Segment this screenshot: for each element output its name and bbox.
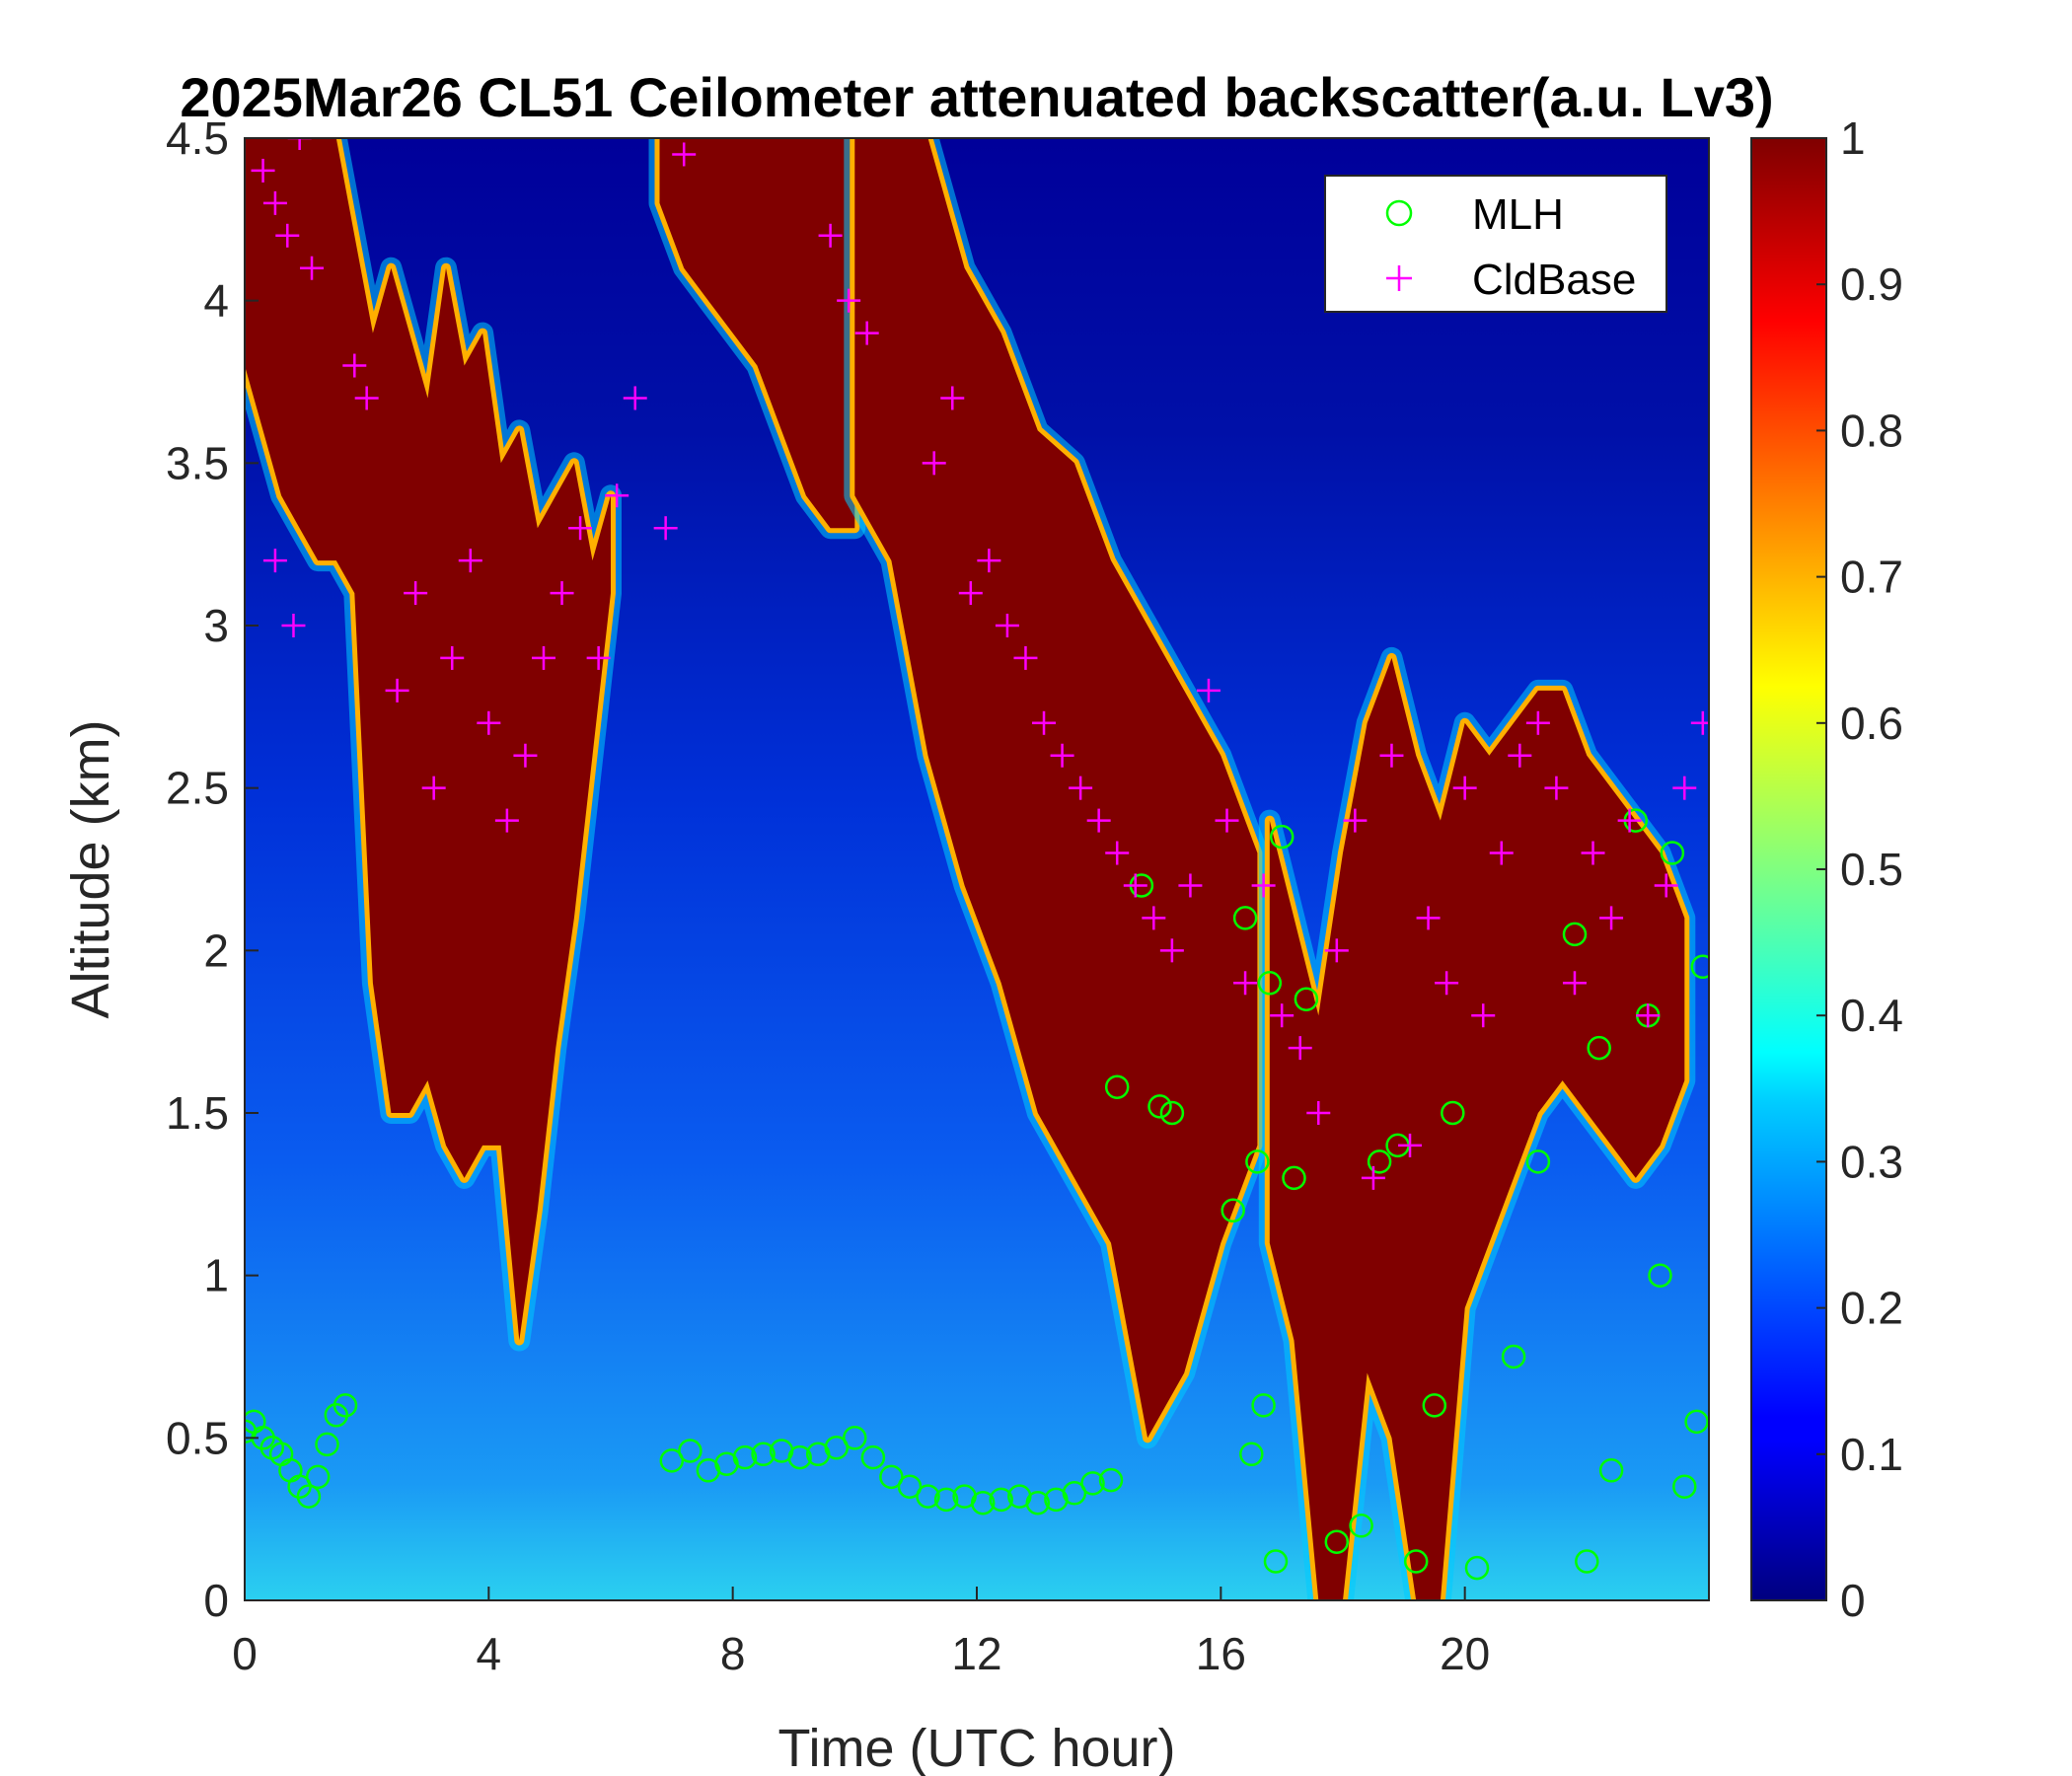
- colorbar-tick-label: 0.7: [1840, 552, 1903, 603]
- colorbar-tick-label: 1: [1840, 112, 1866, 164]
- x-tick-label: 16: [1196, 1628, 1246, 1679]
- y-tick-label: 4.5: [166, 112, 229, 164]
- colorbar-gradient: [1751, 138, 1826, 1600]
- colorbar-tick-label: 0: [1840, 1575, 1866, 1626]
- y-tick-label: 0: [203, 1575, 229, 1626]
- y-tick-label: 2: [203, 925, 229, 976]
- y-tick-label: 1: [203, 1250, 229, 1301]
- y-tick-label: 4: [203, 275, 229, 327]
- x-tick-label: 12: [951, 1628, 1001, 1679]
- x-tick-label: 4: [477, 1628, 502, 1679]
- colorbar-tick-label: 0.8: [1840, 405, 1903, 456]
- x-tick-label: 0: [232, 1628, 258, 1679]
- colorbar-tick-label: 0.1: [1840, 1429, 1903, 1480]
- colorbar-tick-label: 0.4: [1840, 990, 1903, 1041]
- chart-title: 2025Mar26 CL51 Ceilometer attenuated bac…: [180, 66, 1773, 128]
- colorbar-tick-label: 0.6: [1840, 698, 1903, 749]
- legend-cldbase-label: CldBase: [1472, 256, 1636, 304]
- colorbar: 0 0.1 0.2 0.3 0.4 0.5 0.6 0.7 0.8 0.9 1: [1751, 112, 1903, 1626]
- y-tick-label: 2.5: [166, 763, 229, 814]
- colorbar-ticks: 0 0.1 0.2 0.3 0.4 0.5 0.6 0.7 0.8 0.9 1: [1816, 112, 1903, 1626]
- x-axis-label: Time (UTC hour): [777, 1719, 1175, 1776]
- colorbar-tick-label: 0.5: [1840, 844, 1903, 895]
- x-tick-label: 20: [1440, 1628, 1490, 1679]
- y-tick-label: 3.5: [166, 437, 229, 488]
- colorbar-tick-label: 0.9: [1840, 259, 1903, 310]
- legend: MLH CldBase: [1325, 176, 1666, 312]
- y-tick-label: 3: [203, 600, 229, 651]
- y-axis-label: Altitude (km): [61, 719, 120, 1018]
- y-tick-label: 0.5: [166, 1412, 229, 1463]
- colorbar-tick-label: 0.3: [1840, 1136, 1903, 1187]
- colorbar-tick-label: 0.2: [1840, 1283, 1903, 1334]
- plot-area: [234, 126, 1715, 1600]
- x-tick-label: 8: [720, 1628, 746, 1679]
- legend-mlh-label: MLH: [1472, 190, 1564, 239]
- y-tick-label: 1.5: [166, 1087, 229, 1139]
